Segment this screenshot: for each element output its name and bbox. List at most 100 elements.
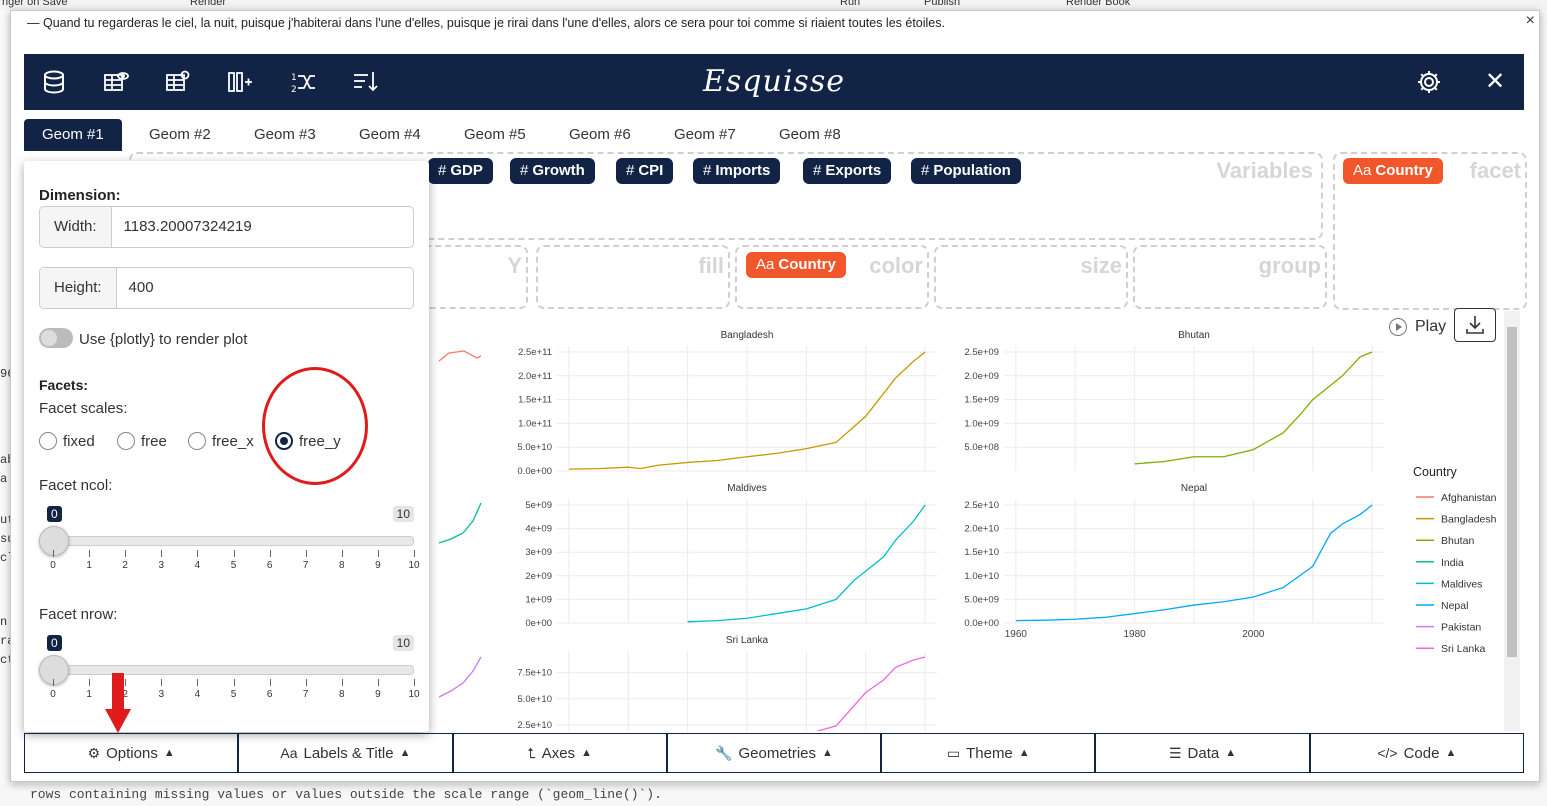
badge-label: Imports — [715, 162, 771, 179]
data-button[interactable]: ☰ Data ▲ — [1095, 733, 1310, 773]
tab-geom-3[interactable]: Geom #3 — [254, 126, 316, 143]
tab-geom-8[interactable]: Geom #8 — [779, 126, 841, 143]
variables-label: Variables — [1216, 158, 1313, 183]
theme-button[interactable]: ▭ Theme ▲ — [881, 733, 1096, 773]
slider-tick-label: 1 — [86, 560, 92, 571]
y-tick-label: 2.0e+11 — [518, 371, 552, 382]
radio-label: free_x — [212, 432, 254, 450]
legend-title: Country — [1413, 465, 1458, 479]
variable-badge-population[interactable]: # Population — [911, 158, 1021, 184]
slider-min-label: 0 — [47, 635, 62, 651]
slider-track[interactable] — [53, 536, 414, 546]
slider-tick-label: 8 — [339, 689, 345, 700]
y-tick-label: 5.0e+08 — [964, 442, 999, 453]
radio-label: free — [141, 432, 167, 450]
play-button[interactable]: Play — [1389, 318, 1446, 336]
color-badge-country[interactable]: Aa Country — [746, 252, 846, 278]
badge-label: CPI — [638, 162, 664, 179]
annotation-red-arrow — [105, 673, 131, 733]
width-input[interactable]: 1183.20007324219 — [123, 218, 252, 235]
scrollbar-thumb[interactable] — [1507, 327, 1517, 657]
add-column-icon[interactable] — [227, 69, 253, 95]
radio-circle — [117, 432, 135, 450]
view-data-icon[interactable] — [103, 69, 129, 95]
play-icon — [1389, 318, 1407, 336]
slider-handle[interactable] — [39, 526, 69, 556]
plotly-toggle[interactable] — [39, 328, 73, 348]
button-label: Theme — [966, 744, 1013, 762]
axes-button[interactable]: ⮤ Axes ▲ — [452, 733, 667, 773]
download-button[interactable] — [1454, 308, 1496, 342]
button-label: Geometries — [738, 744, 817, 762]
tab-geom-1[interactable]: Geom #1 — [24, 119, 122, 151]
edit-data-icon[interactable] — [165, 69, 191, 95]
series-line — [1134, 351, 1373, 465]
download-icon — [1466, 316, 1484, 334]
radio-free-x[interactable]: free_x — [188, 431, 254, 451]
tab-geom-4[interactable]: Geom #4 — [359, 126, 421, 143]
sort-icon[interactable] — [352, 69, 378, 95]
variable-badge-growth[interactable]: # Growth — [510, 158, 595, 184]
modal-quote: — Quand tu regarderas le ciel, la nuit, … — [27, 16, 945, 30]
radio-fixed[interactable]: fixed — [39, 431, 95, 451]
series-line — [568, 351, 926, 470]
labels-title-button[interactable]: Aa Labels & Title ▲ — [238, 733, 453, 773]
legend-label: Afghanistan — [1441, 492, 1497, 504]
code-button[interactable]: </> Code ▲ — [1309, 733, 1524, 773]
slider-tick-mark — [197, 679, 199, 686]
x-tick-label: 1980 — [1124, 629, 1147, 640]
facet-ncol-slider[interactable]: 0 10 0 1 2 3 4 5 6 7 8 9 10 — [39, 506, 420, 576]
variable-badge-imports[interactable]: # Imports — [693, 158, 781, 184]
badge-label: Country — [778, 256, 836, 273]
play-label: Play — [1415, 318, 1447, 335]
width-label: Width: — [40, 207, 112, 247]
size-dropzone[interactable]: size — [934, 245, 1128, 309]
y-tick-label: 2.5e+10 — [517, 720, 552, 731]
esquisse-modal: — Quand tu regarderas le ciel, la nuit, … — [10, 10, 1540, 782]
gear-icon: ⚙ — [87, 744, 101, 761]
slider-tick-mark — [53, 550, 54, 557]
badge-label: Growth — [532, 162, 585, 179]
close-icon[interactable]: ✕ — [1484, 68, 1506, 95]
color-dropzone[interactable]: color — [735, 245, 929, 309]
facet-badge-country[interactable]: Aa Country — [1343, 158, 1443, 184]
legend-label: India — [1441, 557, 1464, 569]
plot-scrollbar[interactable] — [1504, 311, 1520, 731]
y-tick-label: 1.0e+11 — [518, 418, 552, 429]
group-dropzone[interactable]: group — [1133, 245, 1327, 309]
variable-badge-cpi[interactable]: # CPI — [616, 158, 674, 184]
tab-geom-5[interactable]: Geom #5 — [464, 126, 526, 143]
database-icon[interactable] — [41, 69, 67, 95]
y-tick-label: 3e+09 — [525, 547, 552, 558]
facet-nrow-slider[interactable]: 0 10 0 1 2 3 4 5 6 7 8 9 10 — [39, 635, 420, 705]
tab-geom-7[interactable]: Geom #7 — [674, 126, 736, 143]
variable-badge-gdp[interactable]: # GDP — [428, 158, 493, 184]
slider-tick-label: 6 — [266, 560, 273, 571]
background-item: Run — [840, 0, 861, 8]
options-button[interactable]: ⚙ Options ▲ — [24, 733, 239, 773]
slider-tick-mark — [305, 550, 307, 557]
gear-icon[interactable] — [1416, 69, 1442, 95]
tab-geom-2[interactable]: Geom #2 — [149, 126, 211, 143]
badge-label: Country — [1375, 162, 1433, 179]
y-tick-label: 2.0e+09 — [964, 371, 999, 382]
facet-dropzone[interactable]: facet — [1333, 152, 1527, 310]
slider-tick-label: 2 — [122, 560, 128, 571]
legend-label: Sri Lanka — [1441, 643, 1486, 655]
numeric-icon: # — [813, 162, 822, 179]
slider-handle[interactable] — [39, 655, 69, 685]
y-tick-label: 1.5e+10 — [964, 547, 999, 558]
button-label: Labels & Title — [303, 744, 394, 762]
height-input[interactable]: 400 — [128, 279, 154, 296]
svg-text:1: 1 — [291, 73, 297, 83]
radio-free[interactable]: free — [117, 431, 167, 451]
variable-badge-exports[interactable]: # Exports — [803, 158, 892, 184]
tab-geom-6[interactable]: Geom #6 — [569, 126, 631, 143]
y-tick-label: 0.0e+00 — [964, 618, 999, 629]
modal-close-button[interactable]: × — [1525, 12, 1535, 29]
fill-dropzone[interactable]: fill — [536, 245, 730, 309]
sliders-icon: ☰ — [1168, 744, 1182, 761]
slider-tick-label: 8 — [339, 560, 345, 571]
geometries-button[interactable]: 🔧 Geometries ▲ — [666, 733, 882, 773]
